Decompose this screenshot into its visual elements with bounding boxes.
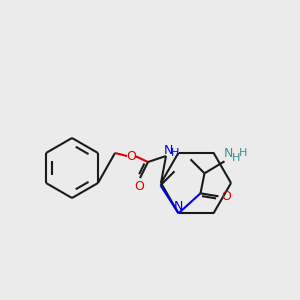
Text: H: H [171, 148, 179, 158]
Text: O: O [126, 149, 136, 163]
Text: H: H [239, 148, 248, 158]
Text: H: H [232, 153, 241, 163]
Text: N: N [174, 200, 183, 213]
Text: N: N [163, 143, 173, 157]
Text: O: O [222, 190, 231, 203]
Text: N: N [224, 147, 233, 160]
Text: O: O [134, 179, 144, 193]
